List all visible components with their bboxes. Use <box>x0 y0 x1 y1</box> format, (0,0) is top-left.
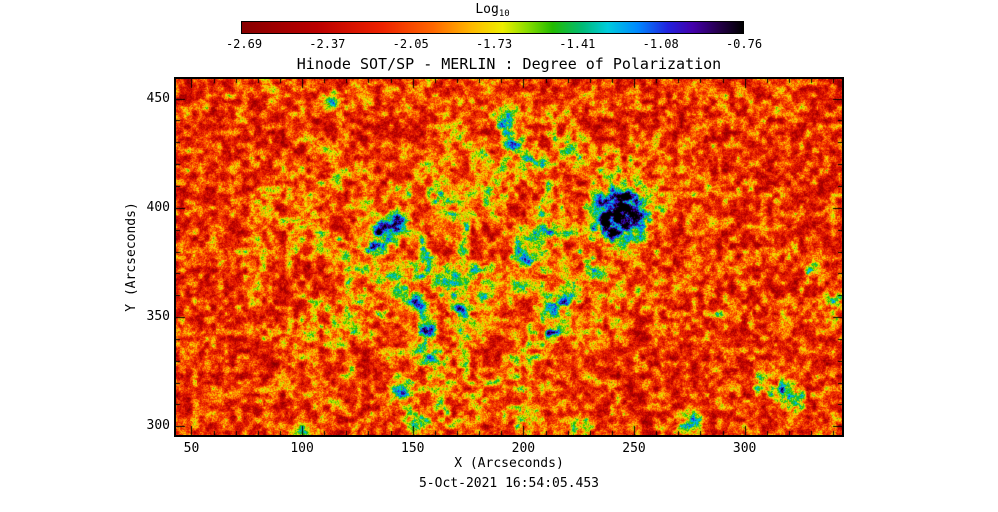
observation-timestamp: 5-Oct-2021 16:54:05.453 <box>418 476 599 491</box>
x-axis-tick-label: 100 <box>290 441 314 456</box>
y-axis-label: Y (Arcseconds) <box>124 202 139 312</box>
y-axis-tick-label: 300 <box>146 418 170 434</box>
colorbar-title: Log10 <box>241 2 744 19</box>
y-axis-tick-label: 450 <box>146 90 170 106</box>
colorbar-tick-label: -1.08 <box>642 37 679 51</box>
heatmap-image <box>174 77 844 437</box>
colorbar-tick-label: -2.37 <box>309 37 346 51</box>
x-axis-tick-label: 200 <box>511 441 536 456</box>
colorbar-tick-label: -2.05 <box>392 37 429 51</box>
colorbar-gradient <box>241 21 744 34</box>
x-axis-tick-label: 50 <box>183 441 200 456</box>
colorbar-tick-label: -2.69 <box>225 37 263 51</box>
colorbar-tick-label: -1.41 <box>559 37 596 51</box>
x-axis-tick-label: 250 <box>622 441 646 456</box>
colorbar-title-subscript: 10 <box>498 9 510 19</box>
colorbar-title-base: Log <box>475 2 499 17</box>
colorbar-tick-label: -1.73 <box>475 37 513 51</box>
x-axis-tick-label: 300 <box>732 441 757 456</box>
colorbar-tick-label: -0.76 <box>725 37 763 51</box>
y-axis-tick-label: 400 <box>146 199 170 215</box>
x-axis-tick-label: 150 <box>401 441 425 456</box>
x-axis-label: X (Arcseconds) <box>454 456 564 471</box>
chart-title: Hinode SOT/SP - MERLIN : Degree of Polar… <box>296 55 722 73</box>
y-axis-tick-label: 350 <box>146 309 170 325</box>
